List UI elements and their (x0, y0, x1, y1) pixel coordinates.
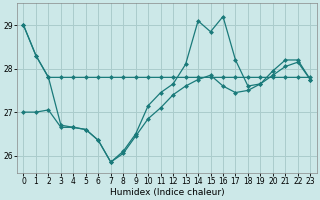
X-axis label: Humidex (Indice chaleur): Humidex (Indice chaleur) (109, 188, 224, 197)
